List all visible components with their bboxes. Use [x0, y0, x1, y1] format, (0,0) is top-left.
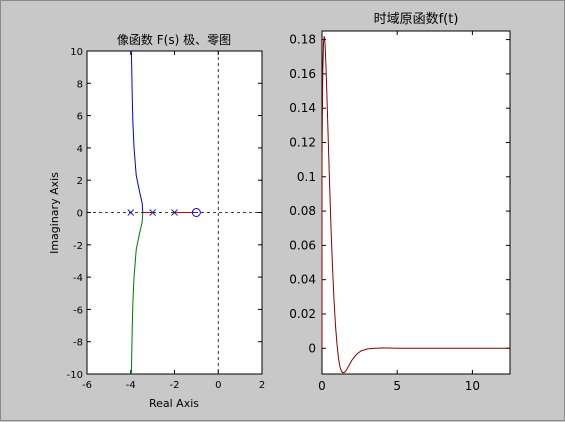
- pz-x-tick-label: 0: [215, 380, 221, 391]
- pz-x-tick-label: -4: [126, 380, 136, 391]
- ft-y-tick-label: 0.08: [289, 204, 316, 218]
- pz-x-tick-label: -6: [82, 380, 92, 391]
- pz-y-tick-label: 10: [70, 47, 83, 58]
- ft-y-tick-label: 0: [308, 341, 316, 355]
- pz-y-tick-label: 4: [77, 144, 83, 155]
- pz-y-tick-label: 2: [77, 176, 83, 187]
- ft-plot-area: [322, 31, 510, 374]
- pz-xlabel: Real Axis: [149, 397, 199, 410]
- pz-y-tick-label: 0: [77, 209, 83, 220]
- ft-x-tick-label: 5: [393, 379, 401, 393]
- pz-title: 像函数 F(s) 极、零图: [117, 32, 231, 47]
- pz-y-tick-label: 6: [77, 112, 83, 123]
- ft-x-tick-label: 10: [465, 379, 480, 393]
- pz-y-tick-label: -4: [73, 273, 83, 284]
- pz-x-tick-label: -2: [170, 380, 180, 391]
- ft-y-tick-label: 0.12: [289, 135, 316, 149]
- ft-y-tick-label: 0.04: [289, 273, 316, 287]
- pz-ylabel: Imaginary Axis: [48, 172, 61, 254]
- ft-y-tick-label: 0.16: [289, 67, 316, 81]
- ft-y-tick-label: 0.02: [289, 307, 316, 321]
- ft-title: 时域原函数f(t): [374, 12, 459, 27]
- pz-x-tick-label: 2: [259, 380, 265, 391]
- ft-y-tick-label: 0.1: [297, 170, 316, 184]
- ft-x-tick-label: 0: [318, 379, 326, 393]
- ft-y-tick-label: 0.18: [289, 33, 316, 47]
- pz-y-tick-label: -2: [73, 241, 83, 252]
- pz-y-tick-label: -6: [73, 305, 83, 316]
- pz-y-tick-label: -10: [67, 370, 83, 381]
- ft-y-tick-label: 0.14: [289, 101, 316, 115]
- pz-y-tick-label: 8: [77, 79, 83, 90]
- pz-y-tick-label: -8: [73, 338, 83, 349]
- ft-y-tick-label: 0.06: [289, 238, 316, 252]
